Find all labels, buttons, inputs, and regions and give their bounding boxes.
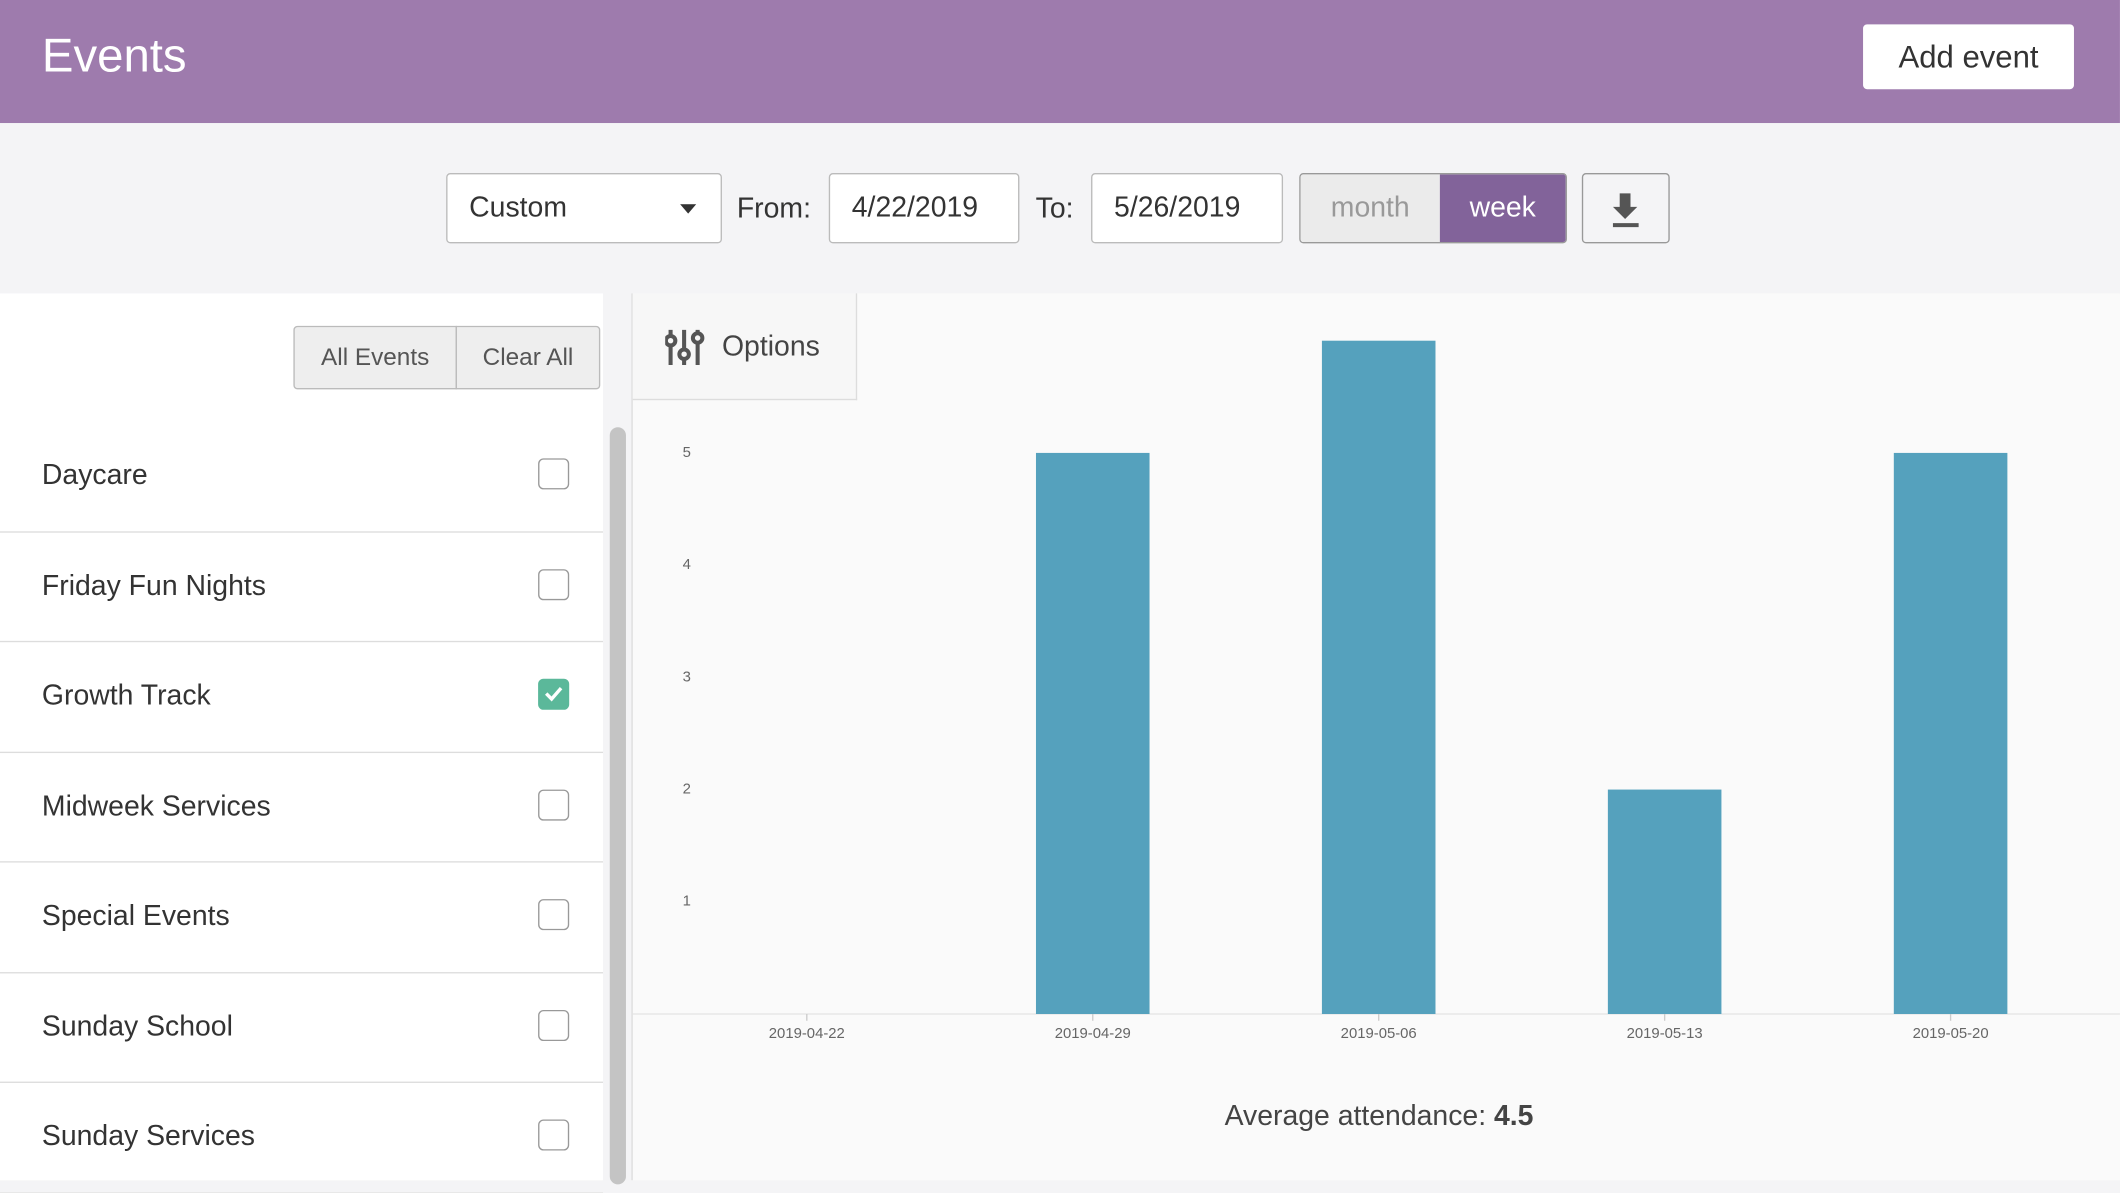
event-checkbox[interactable] [538, 568, 570, 600]
event-label: Friday Fun Nights [41, 569, 266, 601]
event-row[interactable]: Special Events [0, 863, 603, 973]
event-checkbox[interactable] [538, 1119, 570, 1151]
y-tick-label: 1 [683, 894, 691, 910]
bar [1607, 789, 1722, 1014]
add-event-button[interactable]: Add event [1863, 24, 2074, 90]
to-input[interactable]: 5/26/2019 [1091, 173, 1284, 244]
event-checkbox[interactable] [538, 458, 570, 490]
event-checkbox[interactable] [538, 1009, 570, 1041]
options-icon [665, 329, 705, 366]
from-label: From: [736, 193, 811, 225]
grouping-option[interactable]: week [1439, 174, 1566, 243]
event-label: Sunday Services [41, 1120, 255, 1152]
y-tick-label: 4 [683, 557, 691, 573]
to-label: To: [1035, 193, 1074, 225]
event-row[interactable]: Growth Track [0, 642, 603, 753]
event-checkbox[interactable] [538, 788, 570, 820]
period-value: Custom [469, 191, 567, 224]
options-tab[interactable]: Options [632, 293, 858, 401]
dropdown-caret [680, 204, 697, 214]
x-tick-label: 2019-04-22 [769, 1026, 845, 1042]
bar [1893, 452, 2008, 1014]
event-checkbox[interactable] [538, 899, 570, 931]
event-row[interactable]: Daycare [0, 422, 603, 533]
summary: Average attendance: 4.5 [946, 1101, 1811, 1133]
event-label: Special Events [41, 900, 230, 932]
bar [1321, 340, 1436, 1015]
period-select[interactable]: Custom [446, 173, 722, 244]
event-row[interactable]: Friday Fun Nights [0, 532, 603, 643]
grouping-toggle: month week [1299, 173, 1567, 244]
event-label: Midweek Services [41, 790, 271, 822]
grouping-option[interactable]: month [1300, 174, 1440, 243]
download-icon [1612, 193, 1639, 228]
scrollbar [609, 427, 626, 1185]
bar [1035, 452, 1150, 1014]
all-events-button[interactable]: All Events [293, 325, 457, 390]
header [0, 0, 2120, 124]
event-checkbox[interactable] [538, 678, 570, 710]
check-icon [545, 687, 563, 702]
y-tick-label: 3 [683, 669, 691, 685]
y-tick-label: 5 [683, 445, 691, 461]
event-row[interactable]: Midweek Services [0, 752, 603, 863]
x-tick-label: 2019-04-29 [1055, 1026, 1131, 1042]
options-label: Options [721, 331, 820, 363]
y-tick-label: 2 [683, 781, 691, 797]
sidebar [0, 293, 603, 1181]
event-label: Growth Track [41, 680, 211, 712]
from-input[interactable]: 4/22/2019 [828, 173, 1020, 244]
summary-label: Average attendance: [1224, 1100, 1487, 1132]
x-tick-label: 2019-05-06 [1341, 1026, 1417, 1042]
x-tick-label: 2019-05-13 [1627, 1026, 1703, 1042]
page-title: Events [41, 29, 187, 83]
event-label: Sunday School [41, 1010, 233, 1042]
event-row[interactable]: Sunday School [0, 973, 603, 1083]
summary-value: 4.5 [1494, 1100, 1534, 1132]
event-label: Daycare [41, 459, 148, 491]
download-button[interactable] [1581, 173, 1670, 244]
x-tick-label: 2019-05-20 [1913, 1026, 1989, 1042]
clear-all-button[interactable]: Clear All [455, 325, 601, 390]
